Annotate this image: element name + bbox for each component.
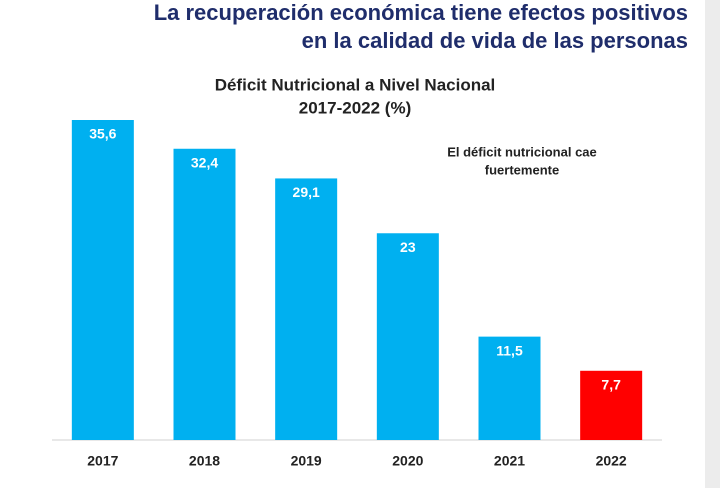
x-tick-label: 2019 [291,453,322,469]
header-title: La recuperación económica tiene efectos … [154,0,688,25]
value-label: 11,5 [496,342,523,358]
chart-title: 2017-2022 (%) [299,98,411,117]
value-label: 32,4 [191,154,218,170]
x-tick-label: 2020 [392,453,423,469]
chart-title: Déficit Nutricional a Nivel Nacional [215,75,496,94]
bar [376,233,439,440]
bar [580,370,643,440]
header-title: en la calidad de vida de las personas [302,28,688,53]
annotation: El déficit nutricional cae [447,144,597,159]
value-label: 29,1 [293,184,320,200]
value-label: 23 [400,239,416,255]
annotation: fuertemente [485,162,559,177]
value-label: 35,6 [89,126,116,142]
x-tick-label: 2018 [189,453,220,469]
value-label: 7,7 [601,376,621,392]
bar [478,336,541,440]
bar [173,148,236,440]
x-tick-label: 2022 [596,453,627,469]
bar [71,120,134,440]
x-tick-label: 2017 [87,453,118,469]
x-tick-label: 2021 [494,453,525,469]
bar [275,178,338,440]
